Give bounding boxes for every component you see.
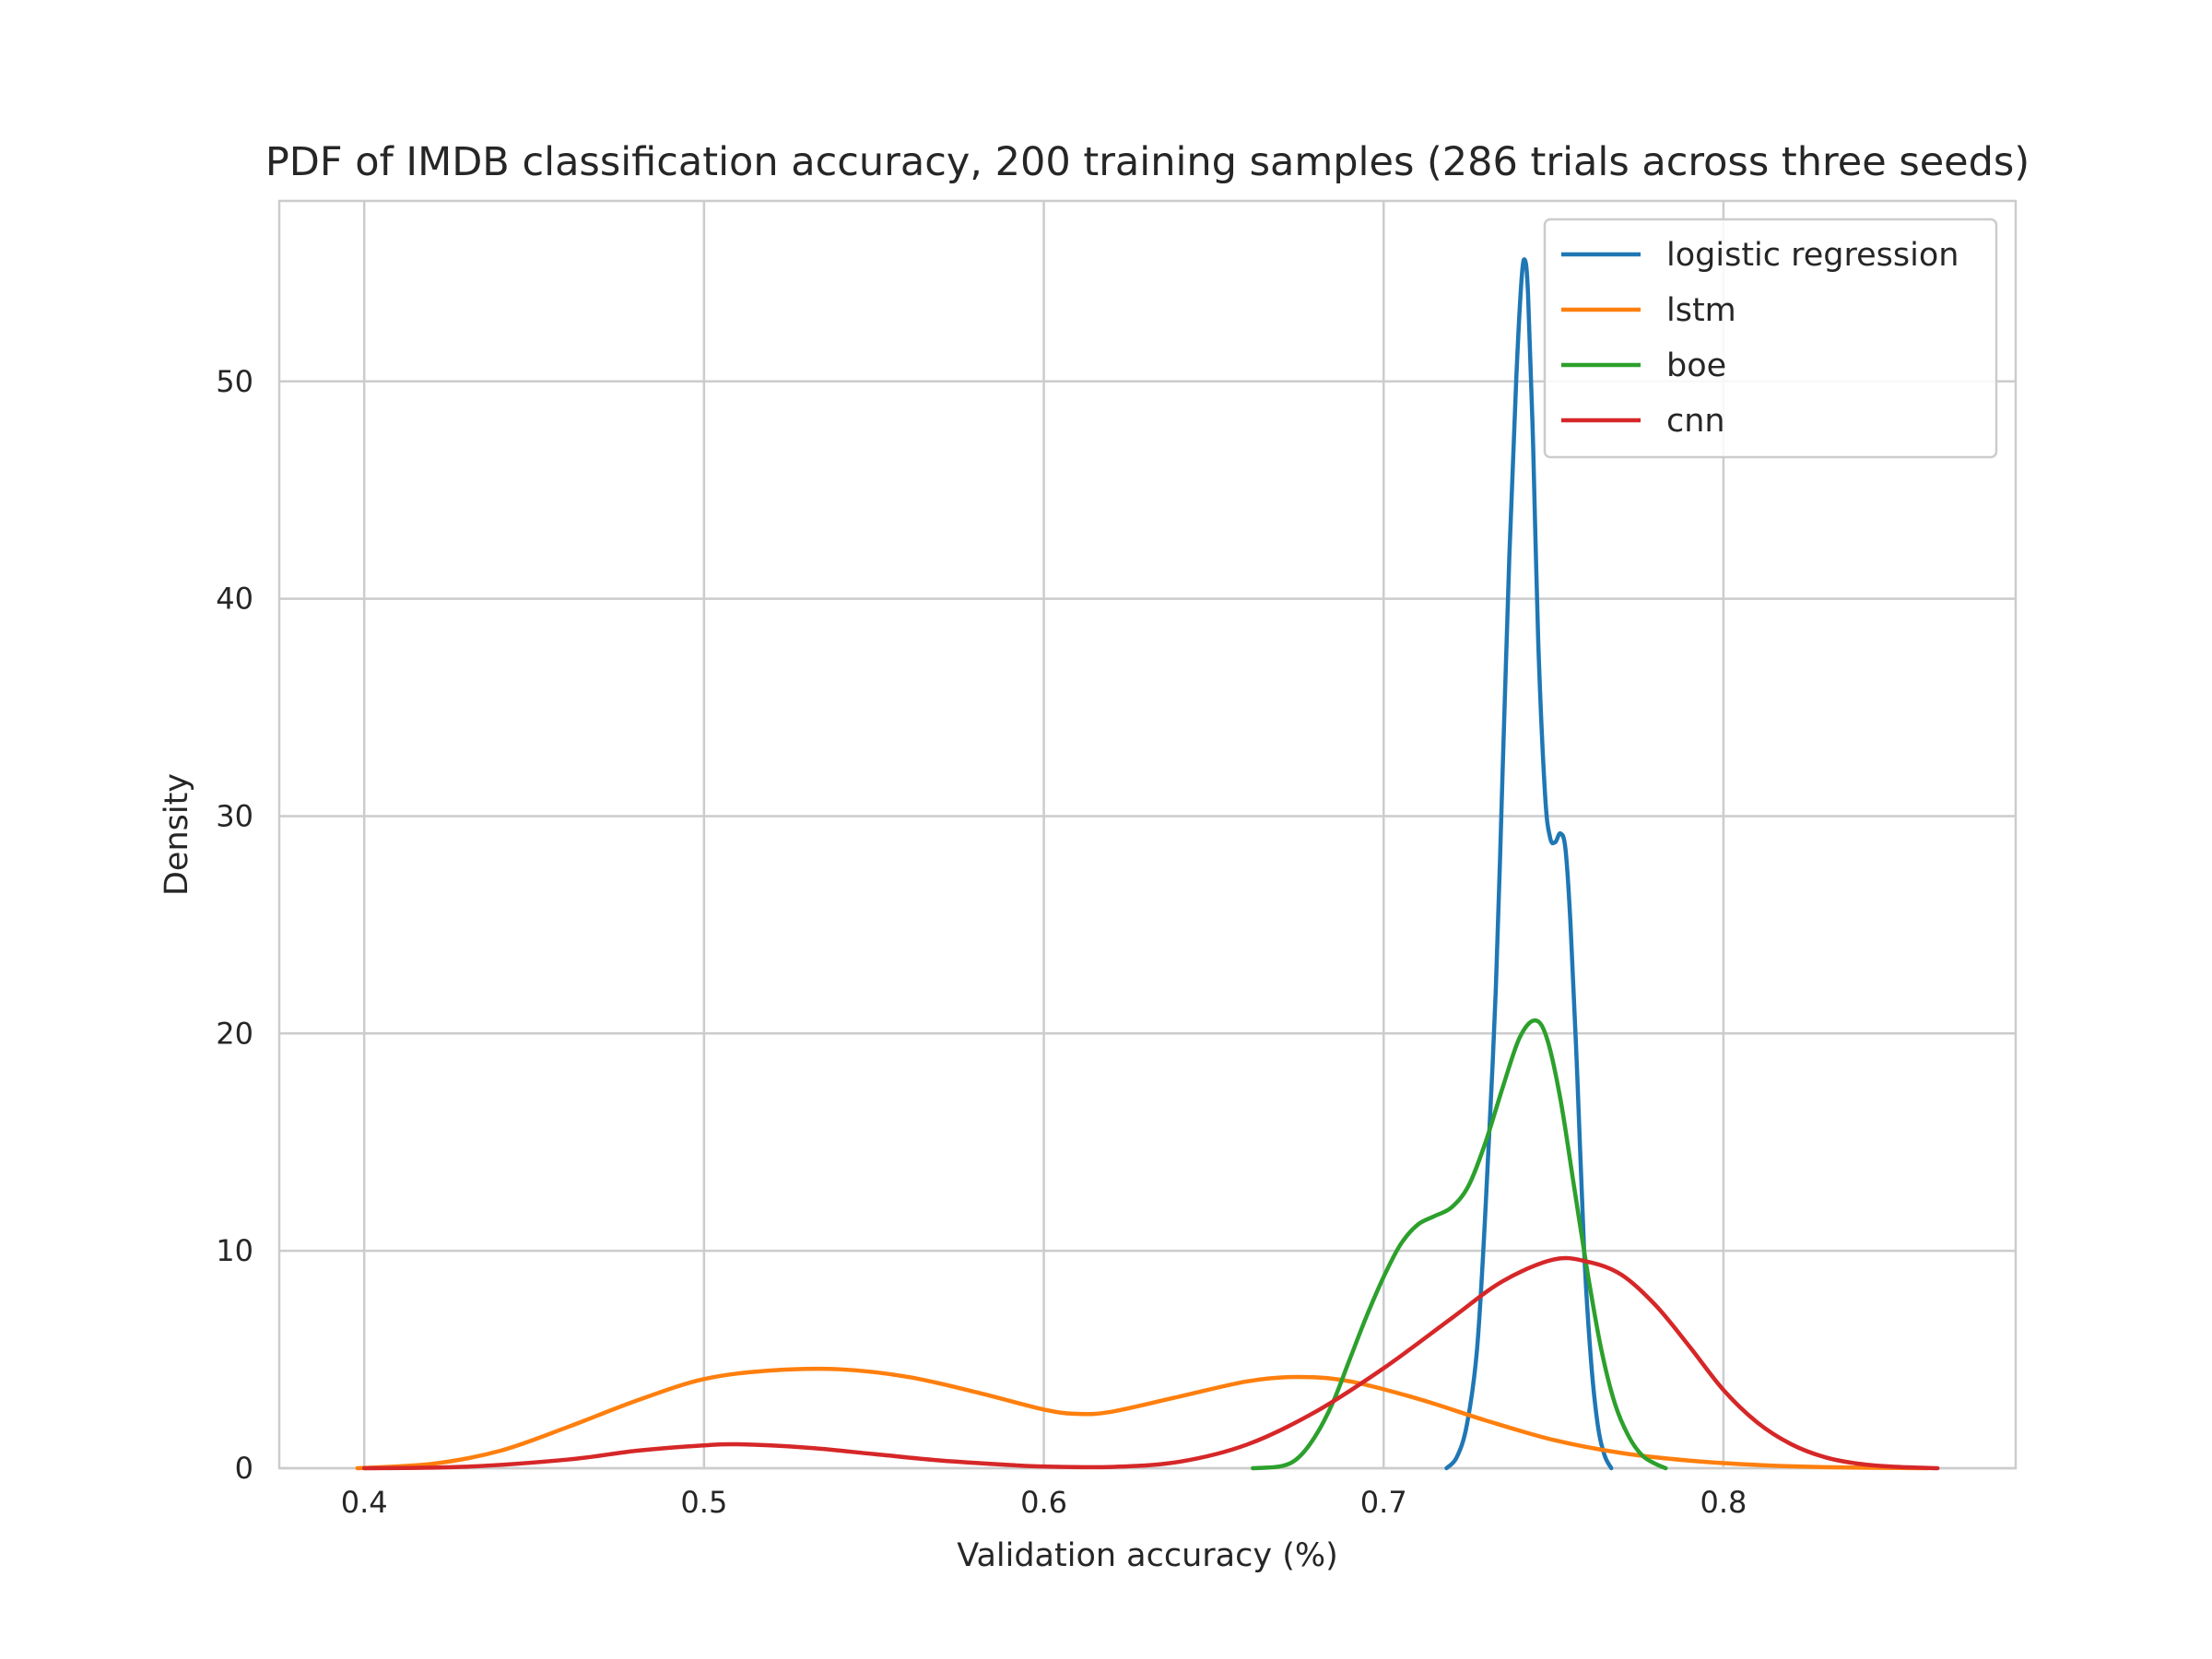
y-tick-label: 20 xyxy=(216,1016,253,1051)
series-line-lstm xyxy=(355,1366,1930,1471)
x-axis-label: Validation accuracy (%) xyxy=(957,1537,1338,1574)
y-tick-label: 40 xyxy=(216,582,253,617)
chart-title: PDF of IMDB classification accuracy, 200… xyxy=(265,139,2030,185)
y-tick-label: 50 xyxy=(216,364,253,399)
series-lines xyxy=(355,257,1940,1471)
x-tick-label: 0.4 xyxy=(341,1485,388,1520)
y-tick-label: 10 xyxy=(216,1233,253,1268)
series-line-boe xyxy=(1251,1018,1668,1471)
x-tick-label: 0.8 xyxy=(1700,1485,1747,1520)
y-tick-label: 0 xyxy=(235,1451,253,1486)
plot-frame xyxy=(277,199,2018,1470)
legend-label: boe xyxy=(1666,347,1726,384)
x-tick-label: 0.5 xyxy=(680,1485,727,1520)
x-tick-label: 0.7 xyxy=(1360,1485,1407,1520)
legend-label: logistic regression xyxy=(1666,237,1959,274)
series-line-cnn xyxy=(361,1255,1940,1471)
tick-labels: 0.4 0.5 0.6 0.7 0.8 0 10 20 30 40 50 xyxy=(216,364,1747,1520)
legend-box xyxy=(1543,218,1998,459)
legend-label: lstm xyxy=(1666,292,1736,329)
legend-label: cnn xyxy=(1666,403,1725,440)
y-axis-label: Density xyxy=(159,773,195,896)
y-tick-label: 30 xyxy=(216,798,253,833)
x-tick-label: 0.6 xyxy=(1020,1485,1067,1520)
legend: logistic regression lstm boe cnn xyxy=(1543,218,1998,459)
